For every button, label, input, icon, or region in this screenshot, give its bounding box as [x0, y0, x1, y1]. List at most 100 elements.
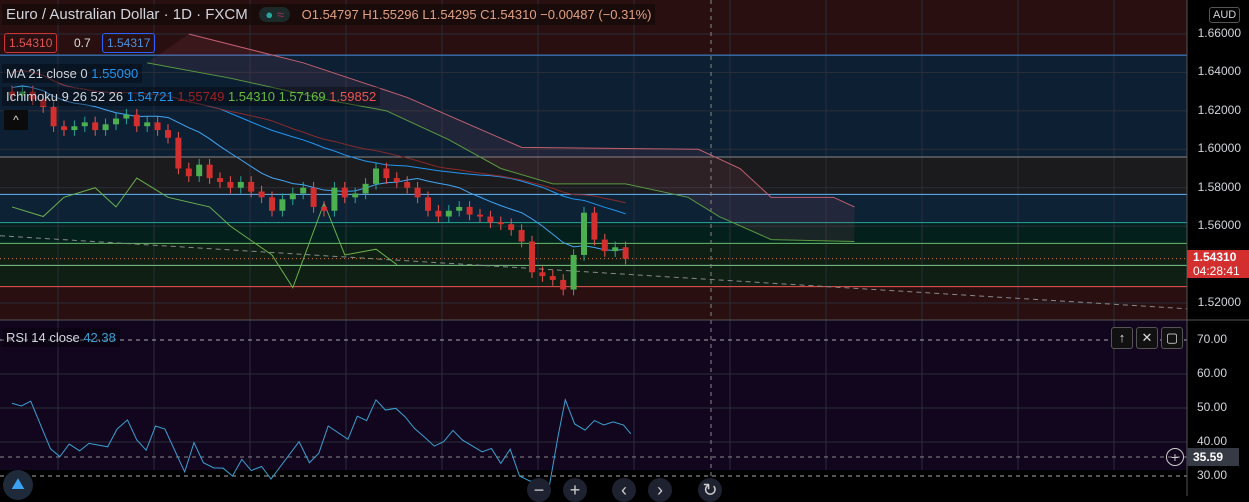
ichimoku-legend[interactable]: Ichimoku 9 26 52 26 1.54721 1.55749 1.54…: [2, 87, 381, 106]
close-pane-button[interactable]: ✕: [1136, 327, 1158, 349]
zoom-out-button[interactable]: −: [527, 478, 551, 502]
market-status[interactable]: ● ≈: [259, 7, 290, 22]
rsi-tick: 60.00: [1196, 366, 1227, 380]
ichimoku-conversion-line: [11, 85, 626, 251]
ichimoku-lead-a: 1.57169: [278, 89, 326, 104]
candle-body: [404, 181, 411, 188]
candle-body: [425, 197, 431, 211]
candle-body: [477, 214, 483, 217]
candle-body: [40, 99, 47, 108]
candle-body: [92, 122, 99, 131]
ma-legend[interactable]: MA 21 close 0 1.55090: [2, 64, 143, 83]
zoom-in-button[interactable]: +: [563, 478, 587, 502]
candle-body: [581, 212, 587, 255]
currency-label[interactable]: AUD: [1209, 7, 1241, 23]
candle-body: [341, 187, 348, 198]
ma-value: 1.55090: [91, 66, 139, 81]
candle-body: [487, 216, 494, 223]
candle-body: [331, 187, 338, 211]
candle-body: [591, 212, 598, 240]
ichimoku-label: Ichimoku 9 26 52 26: [6, 89, 124, 104]
price-tick: 1.62000: [1197, 102, 1241, 117]
candle-body: [456, 206, 463, 211]
last-price: 1.54310: [1193, 250, 1237, 264]
candle-body: [289, 193, 296, 200]
candle-body: [529, 241, 535, 273]
candle-body: [549, 276, 556, 280]
candle-body: [539, 272, 546, 277]
symbol-title[interactable]: Euro / Australian Dollar · 1D · FXCM: [6, 6, 248, 23]
buy-button[interactable]: 1.54317: [102, 33, 156, 53]
reset-chart-button[interactable]: ↻: [698, 478, 722, 502]
candle-body: [81, 122, 88, 127]
rsi-tick: 40.00: [1196, 434, 1227, 448]
candle-body: [102, 124, 109, 131]
ichimoku-lagging: 1.54310: [227, 89, 275, 104]
ichimoku-lead-b: 1.59852: [329, 89, 377, 104]
candle-body: [310, 187, 317, 207]
candle-body: [9, 91, 15, 96]
candle-body: [466, 206, 473, 215]
candle-body: [414, 187, 421, 198]
rsi-legend[interactable]: RSI 14 close 42.38: [2, 328, 120, 347]
maximize-pane-button[interactable]: ▢: [1161, 327, 1183, 349]
candle-body: [279, 199, 286, 211]
candle-body: [518, 229, 525, 242]
rsi-value: 42.38: [83, 330, 116, 345]
price-tick: 1.52000: [1197, 294, 1241, 309]
candle-body: [71, 126, 78, 131]
sell-button[interactable]: 1.54310: [4, 33, 58, 53]
bar-countdown: 04:28:41: [1193, 264, 1240, 278]
ichimoku-lead-a-line: [147, 62, 855, 243]
candle-body: [352, 193, 359, 198]
rsi-label: RSI 14 close: [6, 330, 80, 345]
move-pane-up-button[interactable]: ↑: [1111, 327, 1133, 349]
candle-body: [19, 91, 26, 96]
ichimoku-base: 1.55749: [177, 89, 225, 104]
add-plus-icon[interactable]: +: [1166, 448, 1184, 466]
last-price-label: 1.54310 04:28:41: [1187, 250, 1249, 278]
rsi-pane-bg: [0, 320, 1187, 470]
collapse-legend-button[interactable]: ^: [4, 110, 28, 130]
candle-body: [570, 254, 577, 290]
ichimoku-cloud: [147, 34, 855, 242]
candle-body: [362, 183, 369, 194]
rsi-tick: 70.00: [1196, 332, 1227, 346]
symbol-header: Euro / Australian Dollar · 1D · FXCM ● ≈…: [2, 4, 656, 25]
scroll-left-button[interactable]: ‹: [612, 478, 636, 502]
tradingview-logo-icon[interactable]: ⛰: [3, 470, 33, 500]
candle-body: [237, 181, 244, 188]
price-tick: 1.64000: [1197, 64, 1241, 79]
ichimoku-lead-b-line: [188, 33, 855, 208]
market-open-icon: ●: [265, 7, 274, 22]
candle-body: [393, 178, 400, 182]
ma-label: MA 21 close 0: [6, 66, 88, 81]
candle-body: [383, 168, 390, 179]
candle-body: [113, 118, 119, 125]
price-tick: 1.66000: [1197, 26, 1241, 40]
ohlc-values: O1.54797 H1.55296 L1.54295 C1.54310 −0.0…: [301, 7, 652, 22]
candle-body: [601, 239, 608, 252]
price-tick: 1.56000: [1197, 218, 1241, 233]
candle-body: [196, 164, 203, 177]
candle-body: [175, 137, 182, 169]
rsi-tick: 50.00: [1196, 400, 1227, 414]
ichimoku-conversion: 1.54721: [126, 89, 174, 104]
candle-body: [612, 247, 619, 252]
candle-body: [123, 114, 130, 119]
candle-body: [508, 224, 515, 230]
scroll-right-button[interactable]: ›: [648, 478, 672, 502]
candle-body: [373, 168, 379, 184]
rsi-crosshair-label: 35.59: [1187, 448, 1239, 466]
candle-body: [269, 197, 275, 211]
trend-line: [0, 235, 1188, 310]
candle-body: [497, 222, 504, 225]
price-tick: 1.58000: [1197, 179, 1241, 194]
candle-body: [622, 247, 629, 259]
rsi-tick: 30.00: [1196, 468, 1227, 482]
ichimoku-lagging-line: [11, 177, 398, 289]
candle-body: [560, 279, 567, 290]
candle-body: [435, 210, 442, 217]
candle-body: [217, 178, 223, 182]
